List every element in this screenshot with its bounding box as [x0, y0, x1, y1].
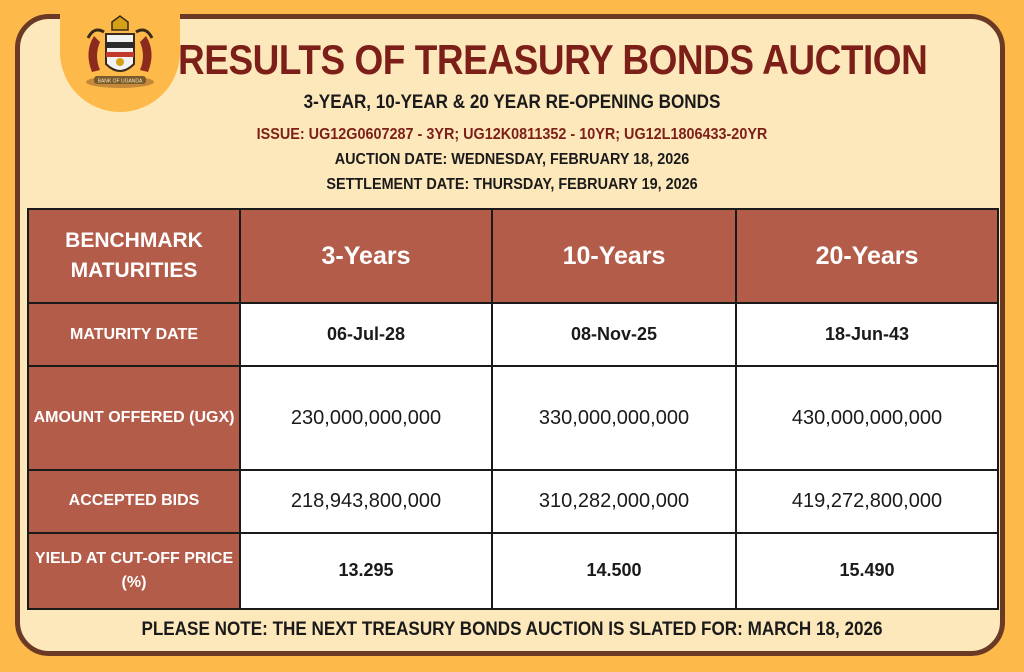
issue-codes: ISSUE: UG12G0607287 - 3YR; UG12K0811352 … — [256, 126, 768, 143]
table-row-maturity-date: MATURITY DATE 06-Jul-28 08-Nov-25 18-Jun… — [27, 302, 999, 367]
amount-offered-10yr: 330,000,000,000 — [491, 364, 737, 472]
table-header-row: BENCHMARK MATURITIES 3-Years 10-Years 20… — [27, 207, 999, 305]
yield-20yr: 15.490 — [735, 531, 999, 611]
table-row-yield: YIELD AT CUT-OFF PRICE (%) 13.295 14.500… — [27, 531, 999, 611]
row-label-maturity-date: MATURITY DATE — [27, 302, 241, 367]
row-label-yield: YIELD AT CUT-OFF PRICE (%) — [27, 531, 241, 611]
column-header-10-years: 10-Years — [491, 207, 737, 305]
crest-banner-text: BANK OF UGANDA — [98, 79, 143, 85]
maturity-date-10yr: 08-Nov-25 — [491, 302, 737, 367]
row-label-amount-offered: AMOUNT OFFERED (UGX) — [27, 364, 241, 472]
results-table: BENCHMARK MATURITIES 3-Years 10-Years 20… — [27, 207, 999, 611]
accepted-bids-3yr: 218,943,800,000 — [239, 469, 493, 534]
settlement-date: SETTLEMENT DATE: THURSDAY, FEBRUARY 19, … — [326, 176, 698, 193]
page-subtitle: 3-YEAR, 10-YEAR & 20 YEAR RE-OPENING BON… — [303, 92, 721, 113]
amount-offered-20yr: 430,000,000,000 — [735, 364, 999, 472]
benchmark-maturities-header: BENCHMARK MATURITIES — [27, 207, 241, 305]
column-header-20-years: 20-Years — [735, 207, 999, 305]
bank-of-uganda-crest-icon: BANK OF UGANDA — [86, 15, 154, 88]
accepted-bids-10yr: 310,282,000,000 — [491, 469, 737, 534]
table-row-amount-offered: AMOUNT OFFERED (UGX) 230,000,000,000 330… — [27, 364, 999, 472]
accepted-bids-20yr: 419,272,800,000 — [735, 469, 999, 534]
yield-3yr: 13.295 — [239, 531, 493, 611]
page-title: RESULTS OF TREASURY BONDS AUCTION — [178, 36, 928, 83]
maturity-date-20yr: 18-Jun-43 — [735, 302, 999, 367]
maturity-date-3yr: 06-Jul-28 — [239, 302, 493, 367]
row-label-accepted-bids: ACCEPTED BIDS — [27, 469, 241, 534]
column-header-3-years: 3-Years — [239, 207, 493, 305]
amount-offered-3yr: 230,000,000,000 — [239, 364, 493, 472]
next-auction-note: PLEASE NOTE: THE NEXT TREASURY BONDS AUC… — [141, 619, 883, 640]
yield-10yr: 14.500 — [491, 531, 737, 611]
auction-date: AUCTION DATE: WEDNESDAY, FEBRUARY 18, 20… — [334, 151, 690, 168]
table-row-accepted-bids: ACCEPTED BIDS 218,943,800,000 310,282,00… — [27, 469, 999, 534]
